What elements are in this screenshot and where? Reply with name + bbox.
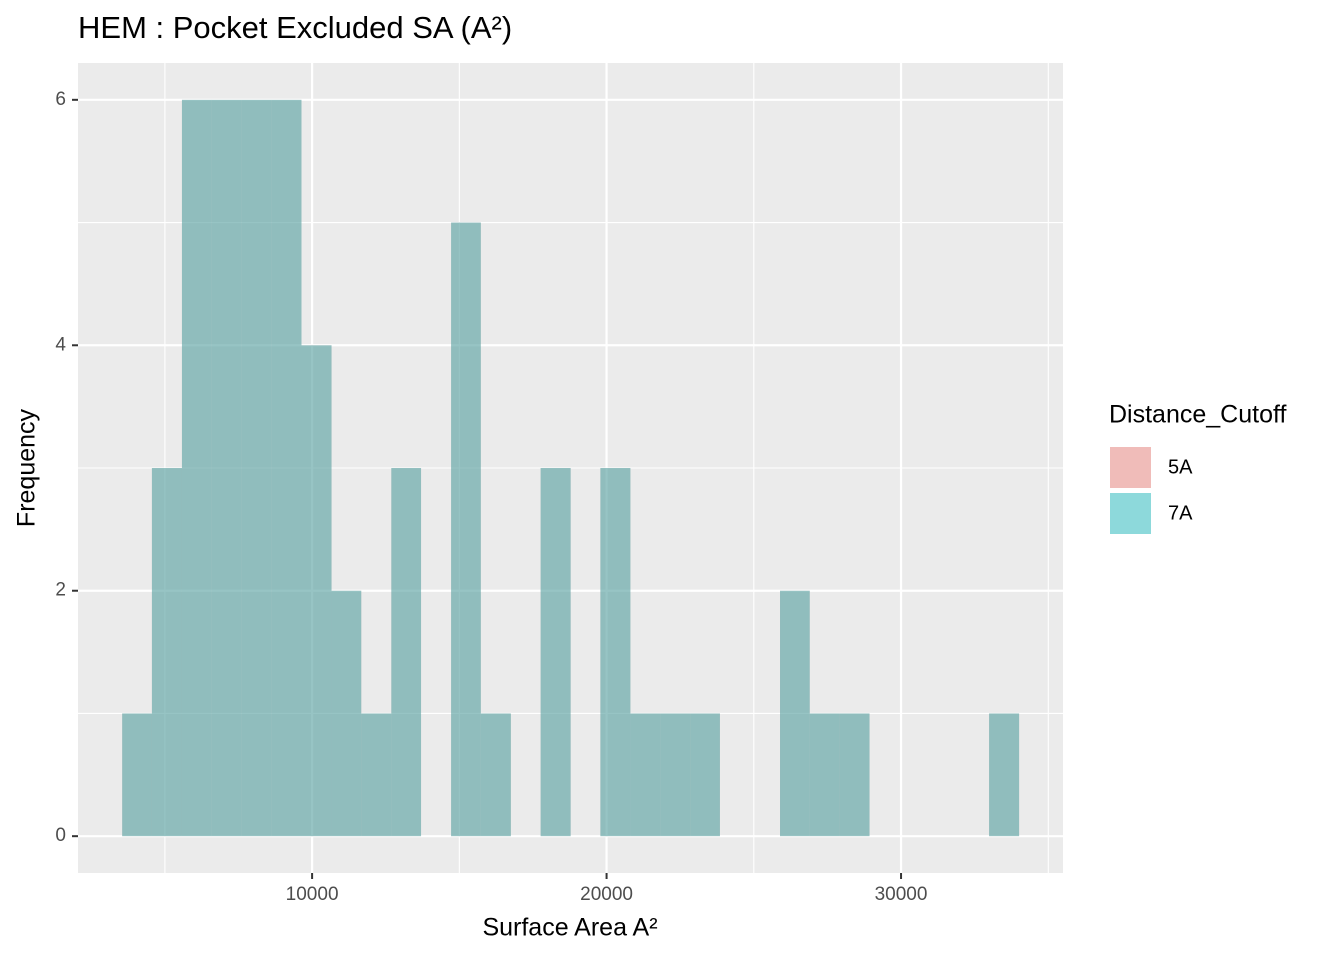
histogram-bar — [211, 99, 242, 837]
histogram-bar — [630, 713, 661, 837]
histogram-bar — [271, 99, 302, 837]
histogram-bar — [780, 590, 810, 837]
histogram-bar — [361, 713, 392, 837]
legend-key-bg — [1108, 491, 1153, 536]
histogram-bar — [480, 713, 511, 837]
histogram-bar — [809, 713, 840, 837]
histogram-bar — [780, 590, 810, 837]
y-tick-label: 2 — [55, 580, 66, 601]
x-axis-label: Surface Area A² — [482, 914, 657, 942]
histogram-bar — [122, 713, 152, 837]
x-tick-label: 20000 — [580, 884, 633, 905]
histogram-bar — [809, 713, 840, 837]
histogram-bar — [540, 468, 571, 837]
x-tick-label: 10000 — [286, 884, 339, 905]
histogram-bar — [181, 99, 212, 837]
histogram-bar — [660, 713, 691, 837]
y-tick-label: 0 — [55, 825, 66, 846]
histogram-bar — [690, 713, 720, 837]
histogram-bar — [839, 713, 870, 837]
histogram-bar — [151, 468, 182, 837]
legend-key — [1110, 493, 1151, 534]
histogram-bar — [690, 713, 720, 837]
legend-title: Distance_Cutoff — [1109, 401, 1286, 429]
legend-label: 5A — [1168, 456, 1193, 478]
histogram-bar — [241, 99, 272, 837]
legend-key — [1110, 447, 1151, 488]
histogram-bar — [839, 713, 870, 837]
histogram-bar — [391, 468, 422, 837]
histogram-bar — [331, 590, 362, 837]
histogram-bar — [600, 468, 631, 837]
legend-label: 7A — [1168, 502, 1193, 524]
histogram-bar — [989, 713, 1020, 837]
histogram-bar — [540, 468, 571, 837]
x-tick-label: 30000 — [875, 884, 928, 905]
histogram-bar — [271, 99, 302, 837]
y-tick-label: 4 — [55, 334, 66, 355]
histogram-bar — [451, 222, 481, 837]
legend-key-bg — [1108, 445, 1153, 490]
histogram-bar — [211, 99, 242, 837]
y-axis-label: Frequency — [13, 408, 41, 527]
histogram-bar — [331, 590, 362, 837]
histogram-bar — [301, 345, 332, 837]
histogram-bar — [391, 468, 422, 837]
histogram-bar — [301, 345, 332, 837]
histogram-bar — [241, 99, 272, 837]
chart-title: HEM : Pocket Excluded SA (A²) — [78, 10, 512, 45]
histogram-bar — [630, 713, 661, 837]
histogram-bar — [151, 468, 182, 837]
histogram-bar — [181, 99, 212, 837]
histogram-bar — [660, 713, 691, 837]
histogram-bar — [361, 713, 392, 837]
histogram-bar — [989, 713, 1020, 837]
histogram-bar — [600, 468, 631, 837]
histogram-bar — [480, 713, 511, 837]
histogram-bar — [122, 713, 152, 837]
histogram-bar — [451, 222, 481, 837]
y-tick-label: 6 — [55, 89, 66, 110]
